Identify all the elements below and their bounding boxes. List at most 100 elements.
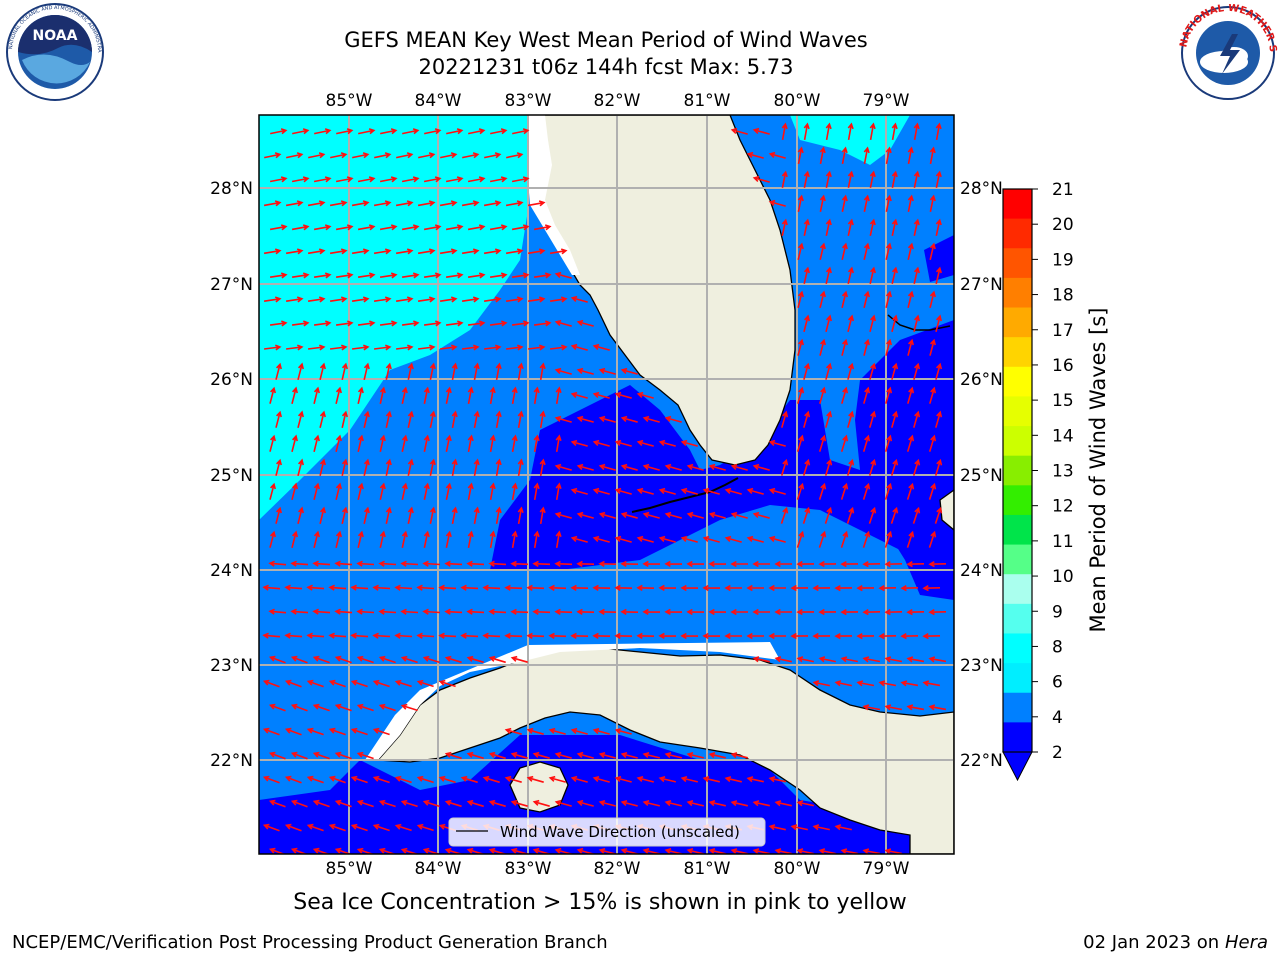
wind-wave-arrow — [796, 482, 805, 500]
wind-wave-arrow — [913, 314, 920, 332]
wind-wave-arrow — [891, 170, 898, 188]
wind-wave-arrow — [555, 386, 562, 405]
wind-wave-arrow — [263, 296, 282, 303]
colorbar-cell — [1003, 603, 1032, 635]
footer-credit: NCEP/EMC/Verification Post Processing Pr… — [12, 932, 608, 953]
wind-wave-arrow — [517, 506, 524, 525]
wind-wave-arrow — [907, 290, 914, 308]
wind-wave-arrow — [341, 362, 348, 380]
wind-wave-arrow — [780, 458, 789, 476]
wind-wave-arrow — [467, 224, 486, 231]
wind-wave-arrow — [790, 584, 809, 592]
wind-wave-arrow — [451, 362, 458, 381]
wind-wave-arrow — [570, 727, 588, 735]
wind-wave-arrow — [812, 632, 831, 640]
wind-wave-arrow — [482, 584, 501, 591]
wind-wave-arrow — [840, 482, 849, 500]
wind-wave-arrow — [269, 482, 276, 500]
wind-wave-arrow — [363, 506, 370, 524]
wind-wave-arrow — [533, 482, 540, 501]
wind-wave-arrow — [445, 386, 452, 404]
wind-wave-arrow — [504, 632, 523, 639]
wind-wave-arrow — [378, 799, 396, 808]
wind-wave-arrow — [328, 775, 346, 784]
wind-wave-arrow — [912, 458, 921, 476]
wind-wave-arrow — [517, 410, 524, 429]
wind-wave-arrow — [445, 224, 464, 231]
wind-wave-arrow — [262, 584, 281, 591]
wind-wave-arrow — [702, 535, 720, 543]
wind-wave-arrow — [314, 128, 332, 135]
wind-wave-arrow — [334, 560, 353, 567]
wind-wave-arrow — [379, 482, 386, 500]
colorbar-tick-label: 18 — [1052, 286, 1074, 306]
wind-wave-arrow — [269, 176, 288, 183]
wind-wave-arrow — [885, 146, 892, 165]
wind-wave-arrow — [576, 608, 595, 615]
wind-wave-arrow — [401, 320, 420, 327]
wind-wave-arrow — [642, 800, 660, 807]
wind-wave-arrow — [598, 367, 616, 375]
colorbar-tick-label: 8 — [1052, 637, 1063, 657]
colorbar-cell — [1003, 455, 1032, 486]
wind-wave-arrow — [429, 458, 436, 476]
wind-wave-arrow — [482, 775, 500, 784]
lat-label: 26°N — [960, 370, 1003, 390]
wind-wave-arrow — [548, 584, 567, 591]
wind-wave-arrow — [467, 530, 474, 549]
wind-wave-arrow — [825, 122, 832, 141]
wind-wave-arrow — [797, 386, 805, 404]
colorbar-cell — [1003, 396, 1032, 427]
wind-wave-arrow — [884, 530, 893, 548]
wind-wave-arrow — [878, 680, 897, 687]
wind-wave-arrow — [416, 775, 434, 784]
wind-wave-arrow — [935, 266, 942, 284]
wind-wave-arrow — [335, 386, 342, 404]
wind-wave-arrow — [913, 266, 920, 284]
wind-wave-arrow — [708, 560, 727, 568]
wind-wave-arrow — [350, 679, 368, 688]
lat-label: 28°N — [960, 179, 1003, 199]
wind-wave-arrow — [768, 584, 786, 592]
wind-wave-arrow — [400, 655, 418, 664]
wind-wave-arrow — [906, 482, 915, 500]
colorbar-cell — [1003, 189, 1032, 220]
wind-wave-arrow — [614, 535, 632, 543]
wind-wave-arrow — [291, 176, 310, 183]
wind-wave-arrow — [841, 242, 848, 260]
wind-wave-arrow — [906, 434, 915, 452]
wind-wave-arrow — [774, 608, 792, 616]
wind-wave-arrow — [417, 296, 436, 303]
wind-wave-arrow — [489, 530, 496, 549]
lon-label: 80°W — [774, 91, 821, 111]
wind-wave-arrow — [702, 632, 721, 640]
wind-wave-arrow — [335, 434, 342, 452]
wind-wave-arrow — [495, 410, 502, 429]
wind-wave-arrow — [928, 530, 937, 548]
wind-wave-arrow — [466, 560, 485, 567]
ocean-period-4-6-east — [790, 115, 910, 165]
wind-wave-arrow — [527, 296, 546, 303]
colorbar-cell — [1003, 663, 1032, 694]
map-subtitle: 20221231 t06z 144h fcst Max: 5.73 — [418, 55, 794, 79]
wind-wave-arrow — [532, 751, 550, 759]
wind-wave-arrow — [394, 632, 413, 639]
colorbar-cell — [1003, 692, 1032, 723]
wind-wave-arrow — [598, 511, 616, 519]
wind-wave-arrow — [504, 727, 522, 735]
wind-wave-arrow — [263, 248, 282, 255]
wind-wave-arrow — [730, 127, 748, 135]
lon-label: 85°W — [326, 859, 373, 879]
wind-wave-arrow — [620, 367, 638, 375]
wind-wave-arrow — [263, 200, 282, 207]
wind-wave-arrow — [730, 511, 748, 519]
wind-wave-arrow — [570, 775, 588, 783]
wind-wave-arrow — [884, 656, 903, 663]
wind-wave-arrow — [878, 633, 897, 640]
wind-wave-arrow — [363, 362, 370, 380]
wind-wave-arrow — [818, 530, 827, 548]
wind-wave-arrow — [846, 506, 855, 524]
wind-wave-arrow — [592, 343, 610, 351]
wind-wave-arrow — [467, 320, 486, 327]
wind-wave-arrow — [372, 584, 391, 591]
